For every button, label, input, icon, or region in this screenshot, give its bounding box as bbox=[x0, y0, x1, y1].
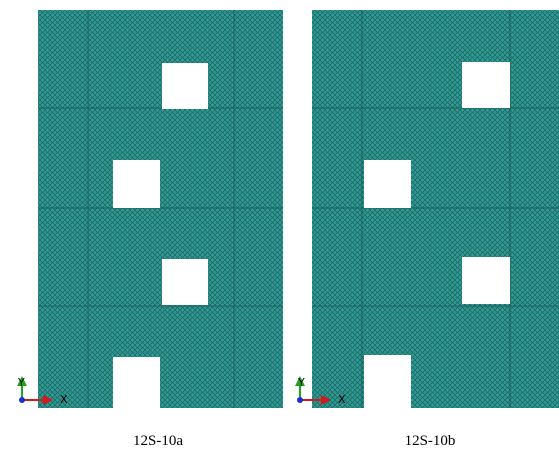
axis-label-x: X bbox=[60, 393, 68, 406]
caption: 12S-10b bbox=[405, 433, 456, 449]
door-opening bbox=[113, 357, 160, 409]
figure: Y X 12S-10a Y X 12S-10b bbox=[0, 0, 559, 457]
opening bbox=[462, 62, 510, 108]
opening bbox=[162, 63, 208, 109]
opening bbox=[113, 160, 160, 208]
caption: 12S-10a bbox=[133, 433, 183, 449]
axis-label-y: Y bbox=[297, 376, 305, 389]
axis-label-y: Y bbox=[17, 376, 25, 389]
mesh bbox=[312, 10, 559, 408]
opening bbox=[162, 259, 208, 305]
page: Y X 12S-10a Y X 12S-10b (() => { const d… bbox=[0, 0, 559, 457]
panel-a: Y X 12S-10a bbox=[17, 10, 283, 449]
mesh bbox=[38, 10, 283, 408]
opening bbox=[364, 160, 411, 208]
opening bbox=[462, 257, 510, 304]
axis-label-x: X bbox=[338, 393, 346, 406]
door-opening bbox=[364, 355, 411, 409]
panel-b: Y X 12S-10b bbox=[297, 10, 559, 449]
